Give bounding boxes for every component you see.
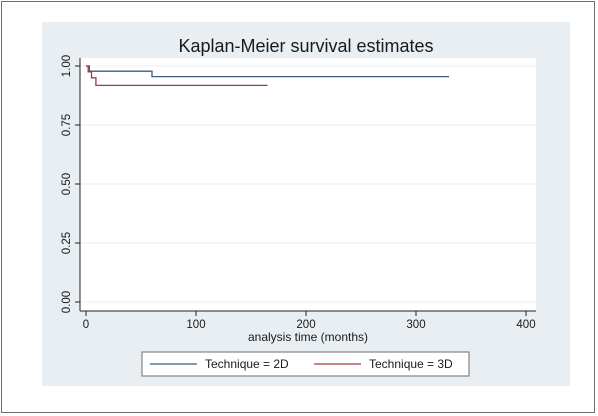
- gridlines: [80, 65, 536, 303]
- x-tick-label: 100: [186, 319, 205, 331]
- y-tick-label: 0.00: [61, 291, 73, 313]
- y-tick-label: 0.50: [61, 173, 73, 195]
- x-tick-label: 200: [296, 319, 315, 331]
- y-tick-label: 0.75: [61, 114, 73, 136]
- x-axis-title: analysis time (months): [248, 330, 368, 344]
- y-tick-label: 1.00: [61, 55, 73, 77]
- x-tick-label: 300: [406, 319, 425, 331]
- legend: Technique = 2D Technique = 3D: [141, 351, 470, 377]
- series-line-3d: [86, 65, 268, 87]
- x-tick-label: 0: [83, 319, 89, 331]
- chart-title: Kaplan-Meier survival estimates: [178, 36, 433, 56]
- series-lines: [86, 65, 449, 87]
- legend-label: Technique = 3D: [369, 357, 453, 371]
- legend-label: Technique = 2D: [205, 357, 289, 371]
- axes: 0.00 0.25 0.50 0.75 1.00 0 100 200 300 400: [61, 55, 536, 331]
- x-tick-label: 400: [516, 319, 535, 331]
- y-tick-label: 0.25: [61, 232, 73, 254]
